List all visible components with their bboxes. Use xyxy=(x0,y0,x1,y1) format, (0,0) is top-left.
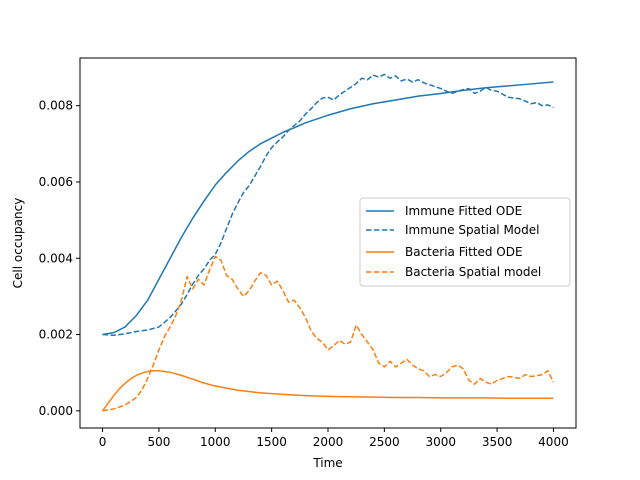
series-line-immune-spatial xyxy=(102,73,554,337)
x-tick-label: 3000 xyxy=(425,435,456,449)
x-tick-label: 1000 xyxy=(200,435,231,449)
x-tick-label: 2500 xyxy=(369,435,400,449)
x-tick-label: 0 xyxy=(99,435,107,449)
series-line-bacteria-spatial xyxy=(102,255,555,412)
ticks-layer: 0 500 1000 1500 2000 2500 3000 3500 4000 0.000 0.0… xyxy=(39,99,569,449)
y-tick-label: 0.006 xyxy=(39,175,73,189)
legend: Immune Fitted ODE Immune Spatial Model B… xyxy=(359,197,571,287)
y-axis-label: Cell occupancy xyxy=(11,198,25,289)
x-tick-label: 1500 xyxy=(256,435,287,449)
legend-label-immune-ode: Immune Fitted ODE xyxy=(405,204,522,218)
legend-label-bacteria-ode: Bacteria Fitted ODE xyxy=(405,245,523,259)
x-axis-label: Time xyxy=(312,456,342,470)
legend-label-immune-spatial: Immune Spatial Model xyxy=(405,223,539,237)
y-tick-label: 0.000 xyxy=(39,404,73,418)
x-tick-label: 2000 xyxy=(313,435,344,449)
series-line-immune-ode xyxy=(102,81,554,336)
y-tick-label: 0.008 xyxy=(39,99,73,113)
y-tick-label: 0.004 xyxy=(39,251,73,265)
legend-box xyxy=(359,197,571,287)
legend-label-bacteria-spatial: Bacteria Spatial model xyxy=(405,265,541,279)
x-tick-label: 500 xyxy=(147,435,170,449)
y-tick-label: 0.002 xyxy=(39,328,73,342)
x-tick-label: 4000 xyxy=(538,435,569,449)
x-tick-label: 3500 xyxy=(482,435,513,449)
series-line-bacteria-ode xyxy=(101,370,554,412)
series-layer xyxy=(101,73,555,412)
